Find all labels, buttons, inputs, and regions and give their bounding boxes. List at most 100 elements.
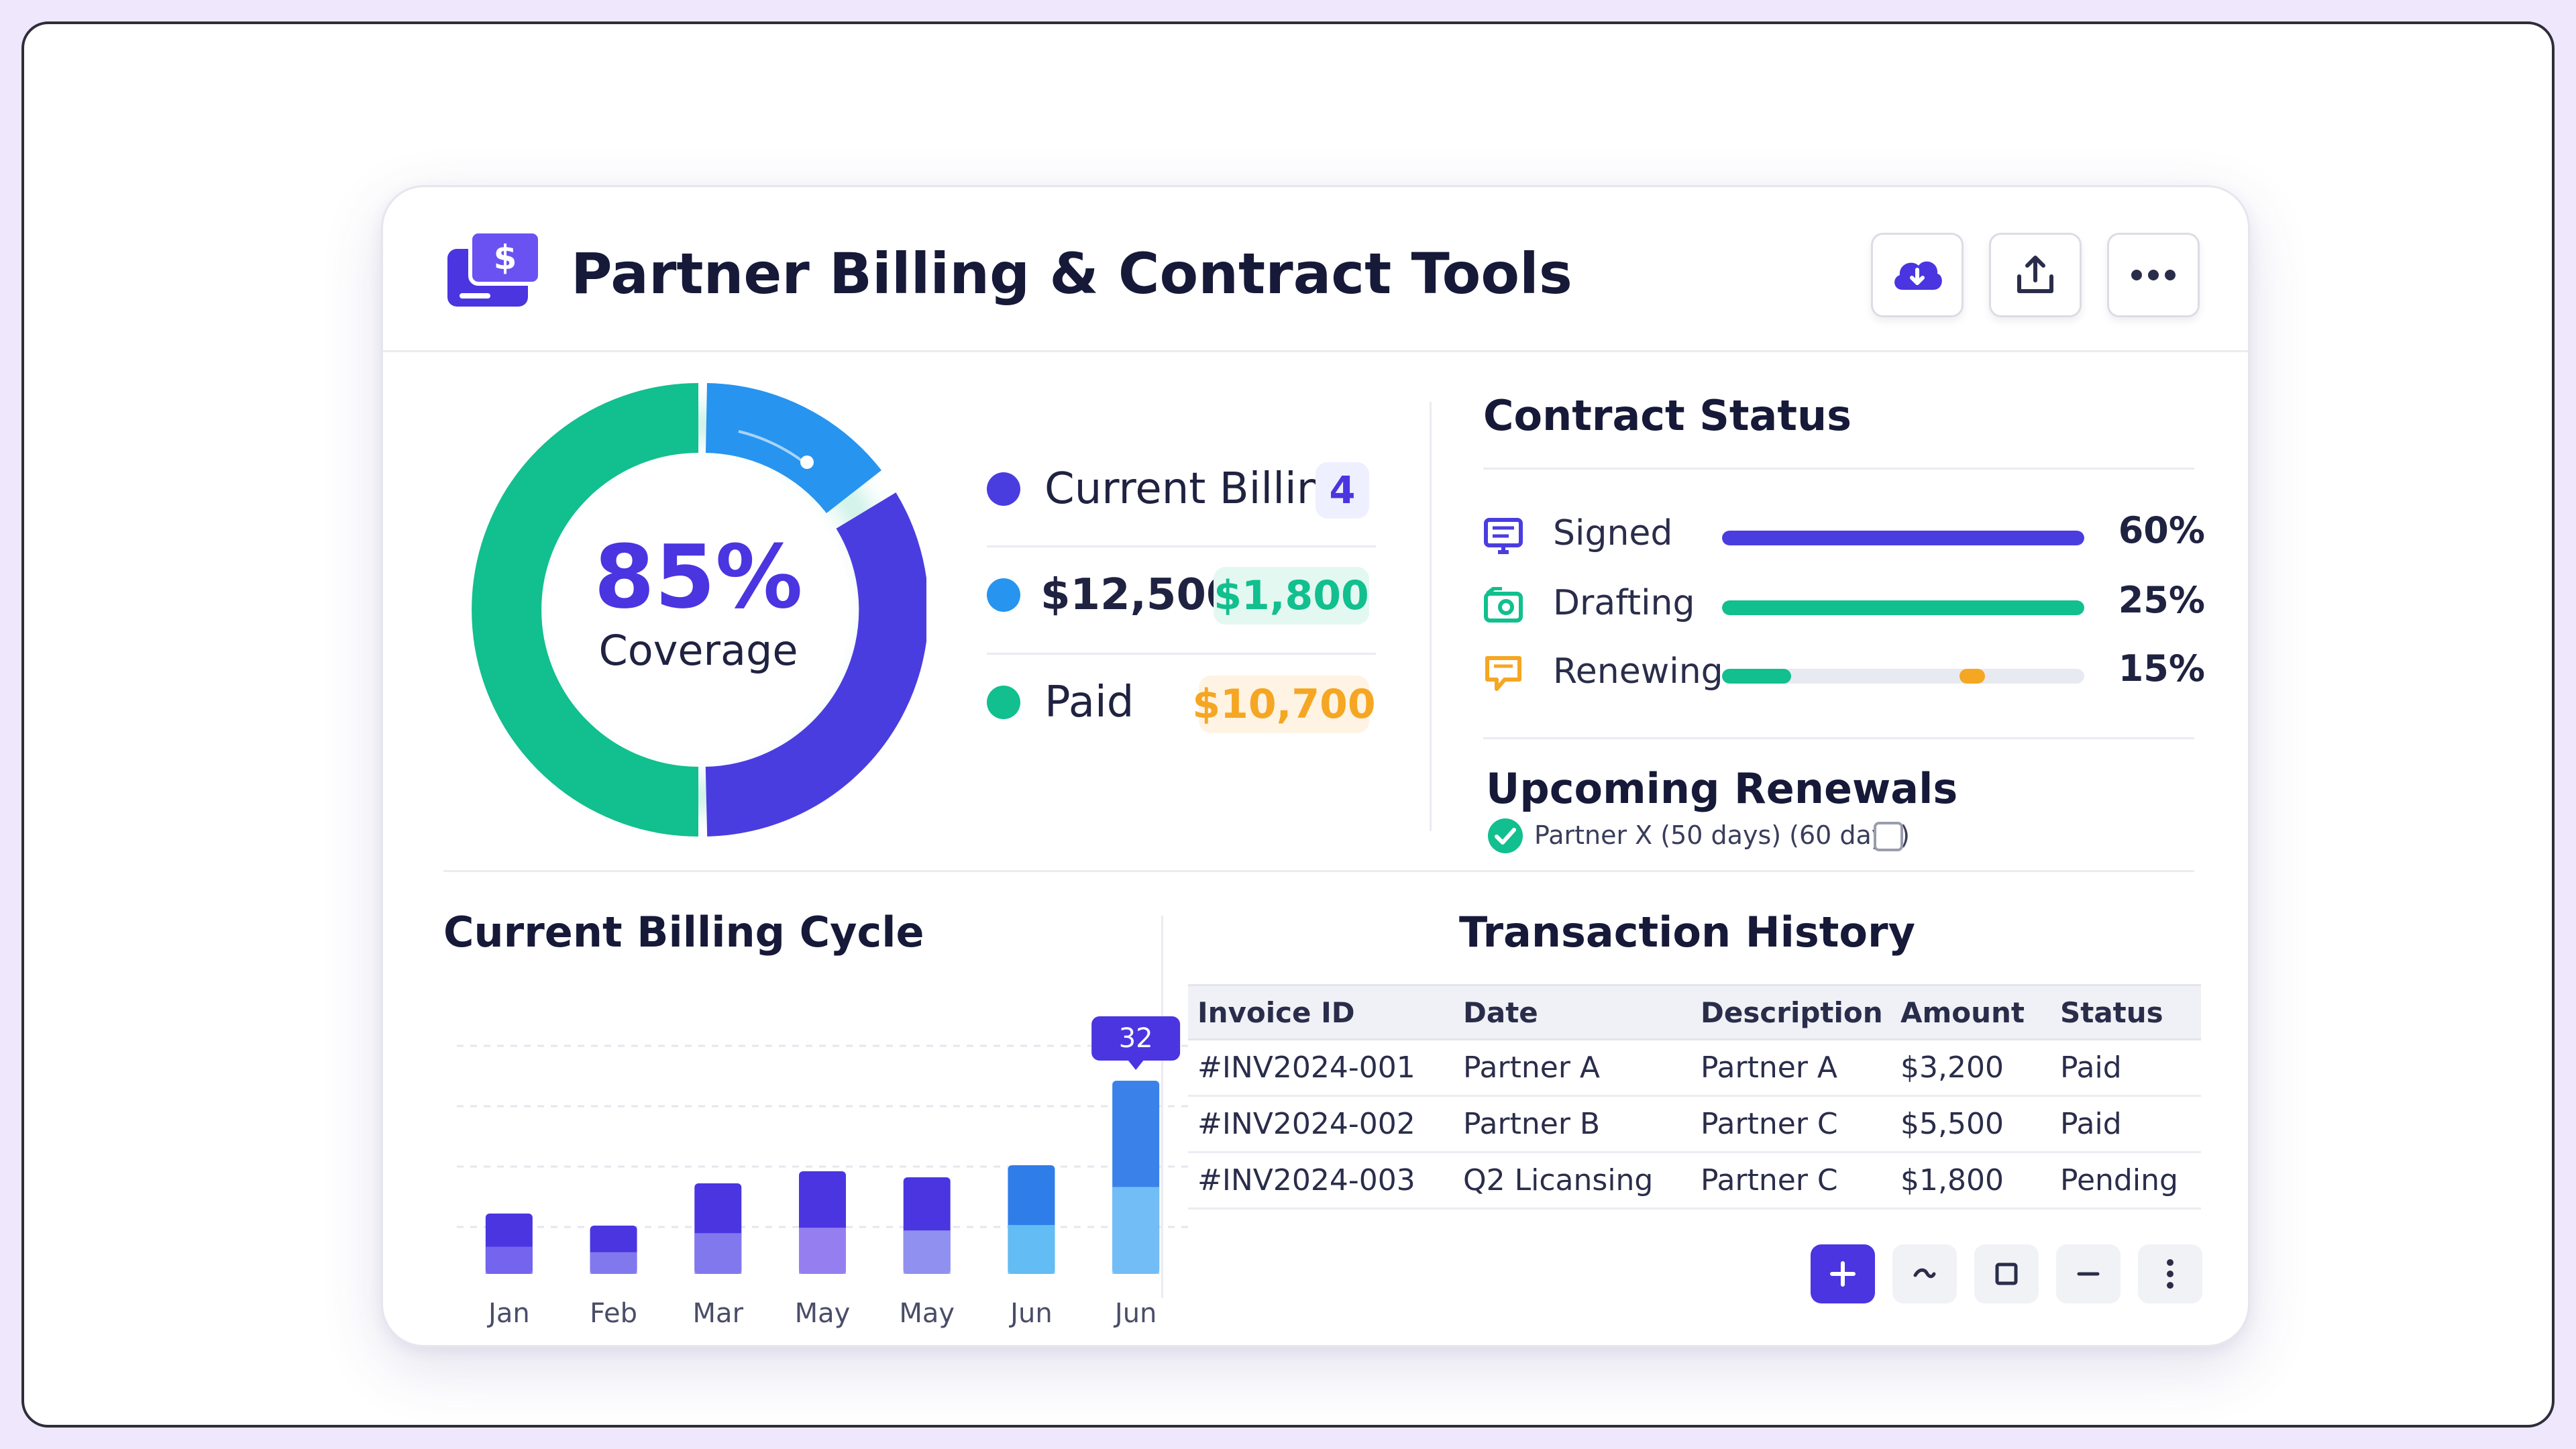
square-icon (1995, 1263, 2018, 1285)
billing-cycle-title: Current Billing Cycle (443, 908, 924, 957)
donut-segment-billing (705, 383, 881, 514)
bar-segment (590, 1252, 637, 1274)
summary-paid: Paid (987, 662, 1376, 743)
divider (1483, 468, 2194, 470)
bar-segment (903, 1230, 951, 1274)
status-cell: Pending (2060, 1163, 2178, 1197)
add-button[interactable] (1811, 1244, 1875, 1303)
status-label: Renewing (1553, 651, 1723, 692)
coverage-percent: 85% (594, 526, 802, 628)
more-horizontal-icon (2131, 270, 2176, 280)
status-row-signed: Signed 60% (1483, 509, 2208, 563)
invoice-id: #INV2024-001 (1197, 1051, 1415, 1085)
renewal-item: Partner X (50 days) (60 days) (1534, 820, 1910, 850)
page-title: Partner Billing & Contract Tools (571, 241, 1572, 307)
summary-label: Paid (1044, 678, 1134, 727)
transaction-history-title: Transaction History (1459, 908, 1916, 957)
camera-icon (1484, 587, 1523, 623)
progress-track (1722, 531, 2084, 545)
status-label: Signed (1553, 513, 1673, 553)
table-row[interactable]: #INV2024-002 Partner B Partner C $5,500 … (1188, 1097, 2201, 1153)
x-tick-label: Jun (1008, 1298, 1053, 1329)
dashboard-card: $ Partner Billing & Contract Tools (381, 185, 2250, 1347)
value-tooltip (1091, 1016, 1181, 1061)
more-options-button[interactable] (2107, 233, 2200, 317)
description-cell: Partner C (1701, 1163, 1838, 1197)
status-percent: 60% (2118, 509, 2205, 551)
card-header: $ Partner Billing & Contract Tools (383, 187, 2248, 352)
billing-cycle-bar-chart: Jan Feb Mar May May Jun Jun 32 (457, 1016, 1188, 1329)
x-tick-label: Jun (1113, 1298, 1157, 1329)
progress-bar-drafting (1722, 600, 2084, 615)
status-row-drafting: Drafting 25% (1483, 579, 2208, 633)
bar-segment (799, 1228, 846, 1274)
divider (1430, 402, 1432, 831)
progress-bar-renewing (1722, 669, 1791, 684)
check-circle-icon (1488, 818, 1523, 853)
amount-cell: $1,800 (1900, 1163, 2004, 1197)
amount-cell: $5,500 (1900, 1107, 2004, 1141)
amount-badge-orange: $10,700 (1192, 676, 1376, 733)
coverage-donut-chart: 85% Coverage (472, 383, 926, 837)
tooltip-pointer (1128, 1060, 1144, 1070)
x-tick-label: Feb (590, 1298, 637, 1329)
column-header[interactable]: Status (2060, 996, 2163, 1029)
window-frame: $ Partner Billing & Contract Tools (21, 21, 2555, 1428)
wave-button[interactable] (1892, 1244, 1957, 1303)
status-percent: 15% (2118, 647, 2205, 690)
bar-segment (485, 1246, 533, 1274)
x-tick-label: May (899, 1298, 955, 1329)
table-row[interactable]: #INV2024-003 Q2 Licansing Partner C $1,8… (1188, 1153, 2201, 1210)
monitor-icon (1484, 518, 1523, 554)
column-header[interactable]: Amount (1900, 996, 2025, 1029)
amount-cell: $3,200 (1900, 1051, 2004, 1085)
progress-track (1722, 669, 2084, 684)
progress-marker (1960, 669, 1985, 684)
download-button[interactable] (1871, 233, 1964, 317)
contract-status-title: Contract Status (1483, 391, 1852, 440)
tooltip-value: 32 (1119, 1023, 1153, 1054)
date-cell: Q2 Licansing (1463, 1163, 1654, 1197)
coverage-caption: Coverage (598, 626, 798, 675)
date-cell: Partner B (1463, 1107, 1601, 1141)
bar-segment (1112, 1187, 1160, 1274)
transaction-table: Invoice ID Date Description Amount Statu… (1188, 984, 2201, 1210)
svg-text:$: $ (494, 238, 517, 277)
summary-current-billing: Current Billing (987, 449, 1376, 529)
upload-icon (2017, 256, 2053, 293)
upcoming-renewals-title: Upcoming Renewals (1486, 764, 1958, 813)
table-row[interactable]: #INV2024-001 Partner A Partner A $3,200 … (1188, 1040, 2201, 1097)
invoice-id: #INV2024-002 (1197, 1107, 1415, 1141)
renewal-checkbox[interactable] (1874, 822, 1903, 851)
legend-dot-billing (987, 578, 1020, 612)
x-tick-label: Mar (693, 1298, 744, 1329)
divider (1161, 916, 1163, 1298)
donut-segment-current (705, 492, 926, 837)
bar-segment (1008, 1225, 1055, 1274)
billing-logo-icon: $ (447, 229, 542, 307)
description-cell: Partner A (1701, 1051, 1837, 1085)
status-percent: 25% (2118, 579, 2205, 621)
donut-handle[interactable] (800, 455, 814, 469)
minus-icon (2077, 1272, 2100, 1276)
summary-billing-total: $12,500 (987, 555, 1376, 635)
divider (443, 870, 2194, 872)
column-header[interactable]: Description (1701, 996, 1883, 1029)
divider (987, 545, 1376, 547)
column-header[interactable]: Date (1463, 996, 1538, 1029)
invoice-id: #INV2024-003 (1197, 1163, 1415, 1197)
description-cell: Partner C (1701, 1107, 1838, 1141)
maximize-button[interactable] (1974, 1244, 2039, 1303)
add-icon (1830, 1261, 1856, 1287)
date-cell: Partner A (1463, 1051, 1600, 1085)
column-header[interactable]: Invoice ID (1197, 996, 1355, 1029)
more-vertical-button[interactable] (2138, 1244, 2202, 1303)
upload-button[interactable] (1989, 233, 2082, 317)
donut-segment-paid (472, 383, 699, 837)
cloud-download-icon (1894, 261, 1942, 290)
more-vertical-icon (2167, 1259, 2174, 1289)
status-label: Drafting (1553, 583, 1695, 623)
minimize-button[interactable] (2056, 1244, 2121, 1303)
table-header: Invoice ID Date Description Amount Statu… (1188, 984, 2201, 1040)
chat-icon (1485, 656, 1521, 691)
